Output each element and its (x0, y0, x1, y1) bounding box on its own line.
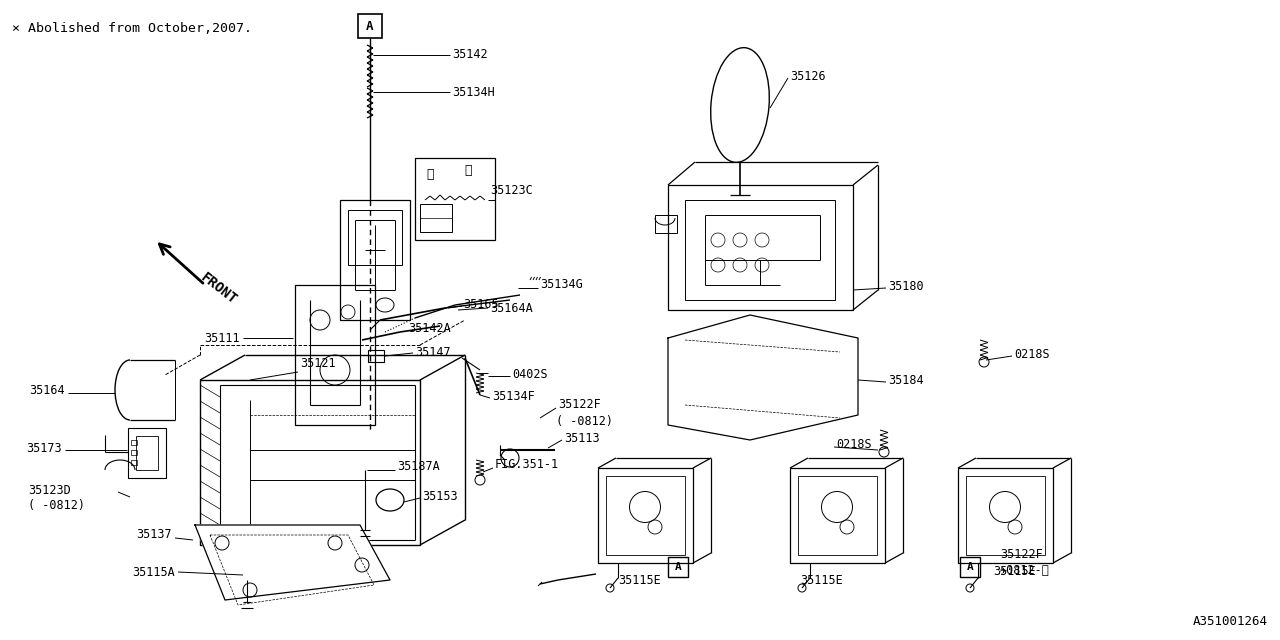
Text: 35111: 35111 (205, 332, 241, 344)
Bar (136, 436, 157, 470)
Text: 35122F: 35122F (558, 399, 600, 412)
Text: 0218S: 0218S (836, 438, 872, 451)
Bar (420, 204, 452, 232)
Polygon shape (668, 315, 858, 440)
Bar (131, 440, 137, 445)
Bar (605, 476, 685, 555)
Text: 35164: 35164 (29, 383, 65, 397)
Text: 35137: 35137 (137, 529, 172, 541)
Bar (340, 200, 410, 320)
Text: FRONT: FRONT (198, 270, 239, 307)
Text: A: A (675, 562, 681, 572)
Bar (131, 460, 137, 465)
Text: ( -0812): ( -0812) (28, 499, 84, 511)
Text: 35173: 35173 (27, 442, 61, 454)
Text: 35142: 35142 (452, 49, 488, 61)
Bar (128, 428, 166, 478)
Text: 0402S: 0402S (512, 369, 548, 381)
Text: 35115A: 35115A (132, 566, 175, 579)
Text: 35153: 35153 (422, 490, 458, 502)
Bar (131, 450, 137, 455)
Text: 35122F: 35122F (1000, 548, 1043, 561)
Polygon shape (195, 525, 390, 600)
Bar (790, 468, 884, 563)
Text: FIG.351-1: FIG.351-1 (495, 458, 559, 472)
Text: ( -0812): ( -0812) (556, 415, 613, 429)
Bar (598, 468, 692, 563)
Text: 35134G: 35134G (540, 278, 582, 291)
Text: 35134H: 35134H (452, 86, 495, 99)
Bar (797, 476, 877, 555)
Text: A: A (366, 19, 374, 33)
Text: 35121: 35121 (300, 357, 335, 370)
Text: 35180: 35180 (888, 280, 924, 292)
Text: A: A (966, 562, 973, 572)
Bar (960, 557, 980, 577)
Bar (957, 468, 1053, 563)
Bar (358, 14, 381, 38)
Text: 35164A: 35164A (490, 301, 532, 314)
Text: 35134F: 35134F (492, 390, 535, 403)
Text: ※: ※ (465, 163, 472, 177)
Text: 35147: 35147 (415, 346, 451, 358)
Bar (685, 200, 835, 300)
Bar (668, 185, 852, 310)
Bar (668, 557, 689, 577)
Text: 35115E: 35115E (993, 565, 1036, 578)
Text: 35187A: 35187A (397, 461, 440, 474)
Bar (200, 380, 420, 545)
Text: 35113: 35113 (564, 431, 599, 445)
Bar (966, 476, 1044, 555)
Text: ※: ※ (426, 168, 434, 182)
Bar (415, 158, 495, 240)
Bar (294, 285, 375, 425)
Text: 35115E: 35115E (800, 574, 842, 587)
Text: × Abolished from October,2007.: × Abolished from October,2007. (12, 22, 252, 35)
Bar (348, 210, 402, 265)
Text: 35115E: 35115E (618, 574, 660, 587)
Text: 35123D: 35123D (28, 483, 70, 497)
Text: 35165: 35165 (463, 298, 499, 312)
Bar (655, 215, 677, 233)
Text: ✈0812-〉: ✈0812-〉 (1000, 563, 1050, 577)
Text: 35123C: 35123C (490, 184, 532, 196)
Text: 0218S: 0218S (1014, 348, 1050, 360)
Text: 35142A: 35142A (408, 321, 451, 335)
Bar (369, 350, 384, 362)
Text: A351001264: A351001264 (1193, 615, 1268, 628)
Text: 35184: 35184 (888, 374, 924, 387)
Text: 35126: 35126 (790, 70, 826, 83)
